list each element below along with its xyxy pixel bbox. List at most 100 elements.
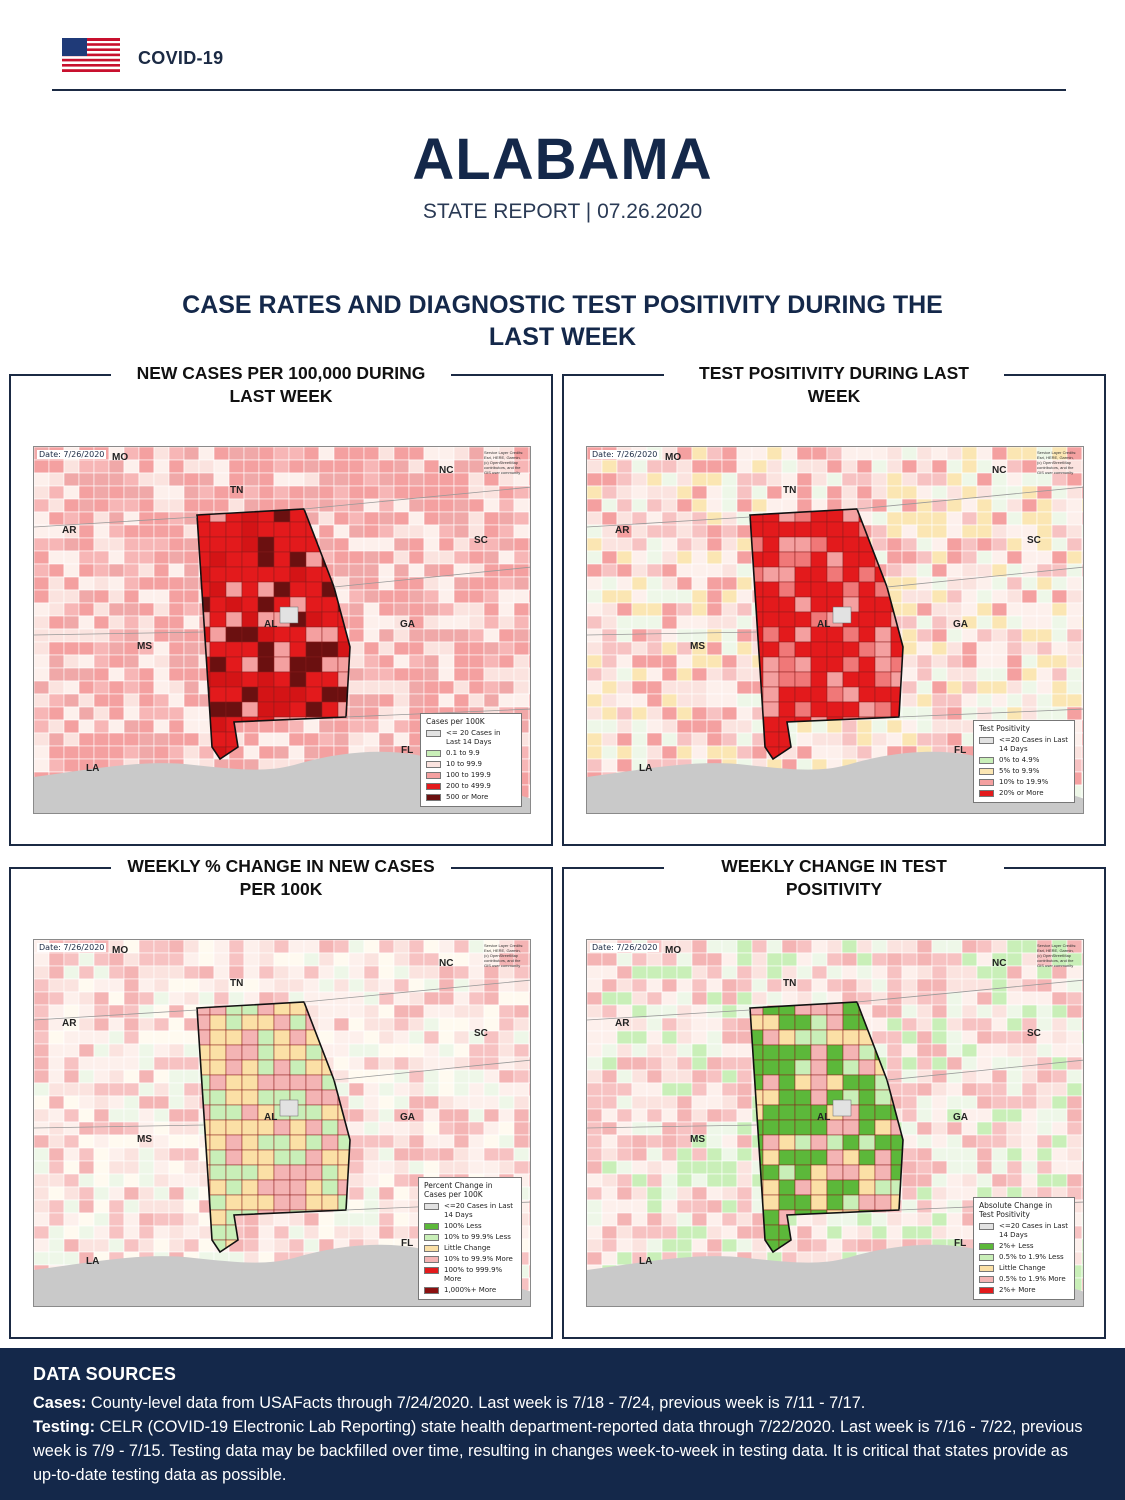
map-credit: Service Layer Credits: Esri, HERE, Garmi… [484, 943, 524, 968]
legend-item: 10% to 19.9% [979, 778, 1069, 787]
state-label-tn: TN [230, 485, 244, 496]
legend-item: 100% Less [424, 1222, 516, 1231]
legend-swatch [426, 772, 441, 779]
legend-swatch [426, 761, 441, 768]
legend-swatch [424, 1245, 439, 1252]
legend-item: 100 to 199.9 [426, 771, 516, 780]
state-label-mo: MO [665, 452, 682, 463]
testing-source: Testing: CELR (COVID-19 Electronic Lab R… [33, 1418, 1083, 1484]
state-label-ar: AR [615, 1018, 630, 1029]
state-label-sc: SC [1027, 1028, 1041, 1039]
map-legend: Percent Change in Cases per 100K <=20 Cas… [418, 1177, 522, 1300]
legend-item: 20% or More [979, 789, 1069, 798]
legend-swatch [979, 1223, 994, 1230]
legend-item: 0.1 to 9.9 [426, 749, 516, 758]
new-cases-panel: NEW CASES PER 100,000 DURING LAST WEEK Da… [9, 362, 553, 846]
state-title: ALABAMA [412, 127, 713, 192]
state-label-tn: TN [230, 978, 244, 989]
map-date: Date: 7/26/2020 [590, 943, 660, 952]
legend-swatch [979, 1276, 994, 1283]
legend-item: <=20 Cases in Last 14 Days [979, 736, 1069, 754]
state-label-nc: NC [992, 465, 1007, 476]
legend-item: 0% to 4.9% [979, 756, 1069, 765]
state-label-ar: AR [62, 1018, 77, 1029]
state-label-fl: FL [401, 1238, 414, 1249]
state-label-sc: SC [474, 1028, 488, 1039]
county-map: Date: 7/26/2020 Service Layer Credits: Es… [586, 446, 1084, 814]
legend-swatch [424, 1203, 439, 1210]
legend-swatch [424, 1287, 439, 1294]
panel-title: NEW CASES PER 100,000 DURING LAST WEEK [11, 362, 551, 408]
legend-item: 10% to 99.9% Less [424, 1233, 516, 1242]
legend-swatch [979, 790, 994, 797]
map-legend: Cases per 100K <= 20 Cases in Last 14 Day… [420, 713, 522, 807]
test-positivity-panel: TEST POSITIVITY DURING LAST WEEK Date: 7/… [562, 362, 1106, 846]
legend-title: Cases per 100K [426, 717, 485, 726]
legend-title: Absolute Change in Test Positivity [979, 1201, 1053, 1219]
county-map: Date: 7/26/2020 Service Layer Credits: Es… [33, 939, 531, 1307]
header-divider [52, 89, 1066, 91]
state-label-ga: GA [400, 1112, 415, 1123]
state-label-ms: MS [137, 641, 152, 652]
legend-swatch [979, 1265, 994, 1272]
legend-swatch [979, 737, 994, 744]
panel-title: WEEKLY % CHANGE IN NEW CASES PER 100K [11, 855, 551, 901]
state-label-nc: NC [439, 958, 454, 969]
panel-title: TEST POSITIVITY DURING LAST WEEK [564, 362, 1104, 408]
legend-item: 2%+ Less [979, 1242, 1069, 1251]
legend-item: 10 to 99.9 [426, 760, 516, 769]
state-label-ms: MS [690, 641, 705, 652]
legend-item: 100% to 999.9% More [424, 1266, 516, 1284]
legend-swatch [424, 1223, 439, 1230]
state-label-tn: TN [783, 485, 797, 496]
state-label-ms: MS [690, 1134, 705, 1145]
legend-swatch [979, 1254, 994, 1261]
legend-swatch [426, 730, 441, 737]
state-label-ga: GA [953, 619, 968, 630]
state-label-fl: FL [954, 1238, 967, 1249]
map-legend: Absolute Change in Test Positivity <=20 C… [973, 1197, 1075, 1300]
legend-item: 5% to 9.9% [979, 767, 1069, 776]
panel-title: WEEKLY CHANGE IN TEST POSITIVITY [564, 855, 1104, 901]
state-label-mo: MO [112, 945, 129, 956]
map-credit: Service Layer Credits: Esri, HERE, Garmi… [1037, 450, 1077, 475]
legend-item: <=20 Cases in Last 14 Days [979, 1222, 1069, 1240]
legend-item: 1,000%+ More [424, 1286, 516, 1295]
legend-item: Little Change [424, 1244, 516, 1253]
legend-swatch [979, 757, 994, 764]
legend-item: 2%+ More [979, 1286, 1069, 1295]
state-label-nc: NC [992, 958, 1007, 969]
data-sources-footer: DATA SOURCES Cases: County-level data fr… [0, 1348, 1125, 1500]
county-map: Date: 7/26/2020 Service Layer Credits: Es… [586, 939, 1084, 1307]
legend-item: <=20 Cases in Last 14 Days [424, 1202, 516, 1220]
state-label-la: LA [639, 1256, 653, 1267]
legend-item: 10% to 99.9% More [424, 1255, 516, 1264]
legend-swatch [424, 1256, 439, 1263]
map-date: Date: 7/26/2020 [37, 450, 107, 459]
cases-source: Cases: County-level data from USAFacts t… [33, 1394, 866, 1412]
legend-item: 0.5% to 1.9% More [979, 1275, 1069, 1284]
legend-title: Test Positivity [979, 724, 1030, 733]
legend-item: 0.5% to 1.9% Less [979, 1253, 1069, 1262]
state-label-tn: TN [783, 978, 797, 989]
us-flag-icon [62, 38, 120, 72]
state-label-al: AL [817, 619, 831, 630]
map-date: Date: 7/26/2020 [37, 943, 107, 952]
legend-title: Percent Change in Cases per 100K [424, 1181, 493, 1199]
legend-swatch [979, 1287, 994, 1294]
data-sources-title: DATA SOURCES [33, 1364, 177, 1384]
legend-swatch [424, 1267, 439, 1274]
state-label-la: LA [86, 763, 100, 774]
legend-item: Little Change [979, 1264, 1069, 1273]
state-label-al: AL [264, 619, 278, 630]
state-label-al: AL [817, 1112, 831, 1123]
legend-item: <= 20 Cases in Last 14 Days [426, 729, 516, 747]
state-label-al: AL [264, 1112, 278, 1123]
county-map: Date: 7/26/2020 Service Layer Credits: Es… [33, 446, 531, 814]
state-label-sc: SC [474, 535, 488, 546]
case-change-panel: WEEKLY % CHANGE IN NEW CASES PER 100K Dat… [9, 855, 553, 1339]
state-label-la: LA [639, 763, 653, 774]
state-label-ga: GA [400, 619, 415, 630]
state-label-mo: MO [665, 945, 682, 956]
legend-item: 500 or More [426, 793, 516, 802]
